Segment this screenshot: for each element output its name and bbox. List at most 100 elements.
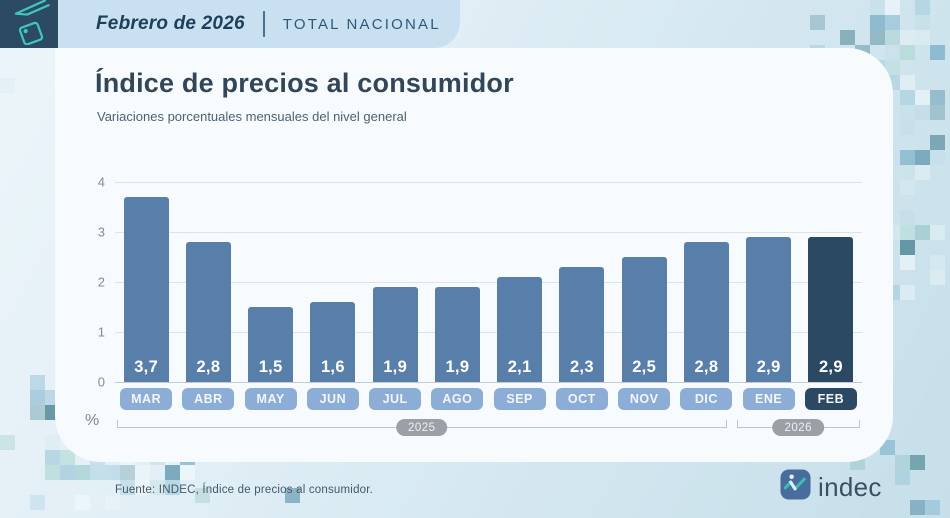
mosaic-tile	[870, 0, 885, 15]
mosaic-tile	[30, 495, 45, 510]
header-banner: Febrero de 2026 TOTAL NACIONAL	[58, 0, 460, 48]
mosaic-tile	[930, 225, 945, 240]
mosaic-tile	[0, 435, 15, 450]
bar-column-abr: 2,8	[177, 242, 239, 382]
mosaic-tile	[135, 465, 150, 480]
mosaic-tile	[165, 480, 180, 495]
bar-value-label: 1,6	[320, 358, 345, 376]
bar-column-ago: 1,9	[426, 287, 488, 382]
mosaic-tile	[885, 0, 900, 15]
year-brackets-row: 2025 2026	[115, 419, 862, 436]
mosaic-tile	[870, 30, 885, 45]
year-bracket-2026: 2026	[736, 419, 860, 436]
mosaic-tile	[915, 30, 930, 45]
mosaic-tile	[930, 150, 945, 165]
mosaic-tile	[930, 90, 945, 105]
mosaic-tile	[900, 255, 915, 270]
mosaic-tile	[885, 60, 900, 75]
mosaic-tile	[60, 465, 75, 480]
month-pill-feb: FEB	[804, 388, 857, 410]
mosaic-tile	[930, 270, 945, 285]
mosaic-tile	[930, 135, 945, 150]
mosaic-tile	[915, 15, 930, 30]
month-pill-ene: ENE	[742, 388, 795, 410]
mosaic-tile	[165, 465, 180, 480]
gridline-2	[115, 281, 862, 283]
y-tick-label-2: 2	[97, 274, 105, 290]
bar-column-feb: 2,9	[800, 237, 862, 382]
bar-column-mar: 3,7	[115, 197, 177, 382]
bar-value-label: 3,7	[134, 358, 159, 376]
mosaic-tile	[105, 465, 120, 480]
report-period: Febrero de 2026	[96, 13, 245, 34]
month-pill-cell: OCT	[551, 388, 613, 410]
mosaic-tile	[885, 30, 900, 45]
mosaic-tile	[90, 465, 105, 480]
month-pill-abr: ABR	[182, 388, 235, 410]
mosaic-tile	[75, 465, 90, 480]
bar-value-label: 2,9	[818, 358, 843, 376]
bar-nov: 2,5	[621, 257, 667, 382]
mosaic-tile	[150, 480, 165, 495]
bars-layer: 3,7 2,8 1,5 1,6 1,9 1,9 2,1 2,3 2,5 2,8 2,9 2,9	[115, 182, 862, 382]
mosaic-tile	[910, 455, 925, 470]
mosaic-tile	[895, 470, 910, 485]
mosaic-tile	[135, 480, 150, 495]
month-pill-cell: SEP	[489, 388, 551, 410]
mosaic-tile	[45, 465, 60, 480]
month-pill-oct: OCT	[555, 388, 608, 410]
bar-may: 1,5	[248, 307, 294, 382]
month-pill-cell: MAR	[115, 388, 177, 410]
bar-sep: 2,1	[497, 277, 543, 382]
bar-mar: 3,7	[123, 197, 169, 382]
bar-value-label: 1,9	[383, 358, 408, 376]
bar-value-label: 2,8	[694, 358, 719, 376]
bar-value-label: 2,3	[569, 358, 594, 376]
bar-column-jun: 1,6	[302, 302, 364, 382]
year-pill-2026: 2026	[772, 419, 825, 436]
bar-column-nov: 2,5	[613, 257, 675, 382]
gridline-1	[115, 331, 862, 333]
mosaic-tile	[30, 375, 45, 390]
mosaic-tile	[930, 45, 945, 60]
mosaic-tile	[900, 180, 915, 195]
plot-area: 3,7 2,8 1,5 1,6 1,9 1,9 2,1 2,3 2,5 2,8 2,9 2,9 0 1 2…	[98, 175, 862, 390]
bar-value-label: 2,8	[196, 358, 221, 376]
mosaic-tile	[120, 465, 135, 480]
mosaic-tile	[900, 240, 915, 255]
bar-value-label: 2,5	[632, 358, 657, 376]
page-subtitle: Variaciones porcentuales mensuales del n…	[97, 109, 407, 124]
bar-feb: 2,9	[808, 237, 854, 382]
y-tick-label-4: 4	[97, 174, 105, 190]
mosaic-tile	[930, 255, 945, 270]
mosaic-tile	[900, 210, 915, 225]
mosaic-tile	[60, 450, 75, 465]
month-pill-jul: JUL	[369, 388, 422, 410]
source-note: Fuente: INDEC, Índice de precios al cons…	[115, 484, 374, 496]
mosaic-tile	[915, 90, 930, 105]
indec-logo-text: indec	[818, 471, 882, 502]
mosaic-tile	[925, 500, 940, 515]
bar-value-label: 1,9	[445, 358, 470, 376]
mosaic-tile	[900, 75, 915, 90]
page-title: Índice de precios al consumidor	[95, 68, 514, 98]
bar-column-dic: 2,8	[675, 242, 737, 382]
month-pill-sep: SEP	[493, 388, 546, 410]
mosaic-tile	[900, 45, 915, 60]
mosaic-tile	[840, 30, 855, 45]
month-pill-cell: DIC	[675, 388, 737, 410]
mosaic-tile	[45, 435, 60, 450]
indec-logo: indec	[780, 469, 882, 505]
month-labels-row: MAR ABR MAY JUN JUL AGO SEP OCT NOV DIC ENE FEB	[115, 388, 862, 410]
bar-value-label: 2,1	[507, 358, 532, 376]
bar-column-may: 1,5	[240, 307, 302, 382]
bar-dic: 2,8	[683, 242, 729, 382]
report-card: Índice de precios al consumidor Variacio…	[55, 48, 893, 462]
mosaic-tile	[885, 15, 900, 30]
mosaic-tile	[0, 78, 15, 93]
bar-column-jul: 1,9	[364, 287, 426, 382]
gridline-3	[115, 231, 862, 233]
month-pill-jun: JUN	[306, 388, 359, 410]
mosaic-tile	[900, 90, 915, 105]
mosaic-tile	[120, 480, 135, 495]
